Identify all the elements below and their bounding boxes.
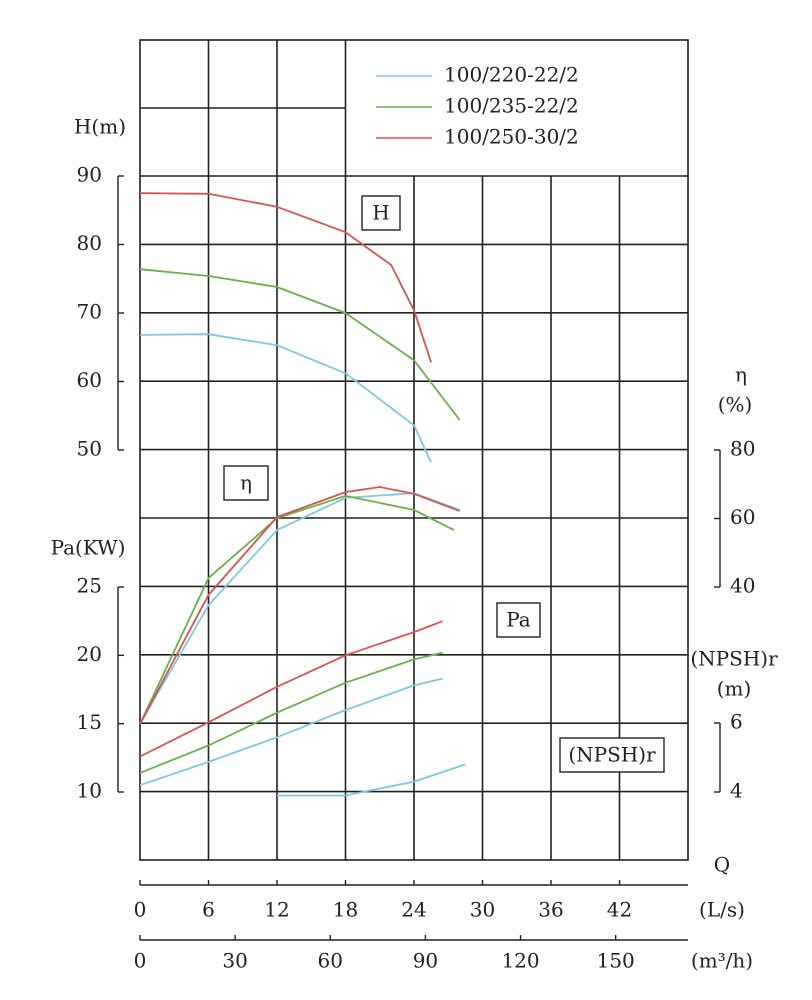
curve-pa (139, 677, 443, 787)
curve-h (139, 333, 432, 463)
curve-pa (139, 620, 443, 758)
x2-tick-label: 90 (413, 949, 438, 973)
x-tick-label: 18 (333, 898, 358, 922)
x2-tick-label: 0 (134, 949, 147, 973)
y-tick-label: 50 (77, 437, 102, 461)
y-tick-label: 70 (77, 300, 102, 324)
x-tick-label: 6 (202, 898, 215, 922)
x-tick-label: 30 (470, 898, 495, 922)
y-tick-label: 60 (730, 505, 755, 529)
y-axis-label: (NPSH)r (690, 647, 778, 671)
curve-h (139, 268, 461, 421)
y-tick-label: 90 (77, 163, 102, 187)
x-tick-label: 24 (401, 898, 426, 922)
x2-tick-label: 60 (318, 949, 343, 973)
y-tick-label: 4 (730, 779, 743, 803)
y-tick-label: 25 (77, 574, 102, 598)
legend-label: 100/220-22/2 (444, 63, 579, 87)
y-axis-unit: (m) (717, 677, 752, 701)
curve-tag: Pa (506, 608, 531, 632)
y-axis-label: Pa(KW) (51, 536, 126, 560)
x2-tick-label: 150 (597, 949, 635, 973)
x-tick-label: 36 (538, 898, 563, 922)
curve-tag-box (559, 737, 665, 773)
y-tick-label: 80 (77, 231, 102, 255)
x2-tick-label: 30 (222, 949, 247, 973)
x-tick-label: 0 (134, 898, 147, 922)
curve-eta (139, 492, 461, 725)
curve-tag: H (372, 201, 389, 225)
y-tick-label: 60 (77, 368, 102, 392)
legend-label: 100/235-22/2 (444, 94, 579, 118)
curve-tag: (NPSH)r (568, 743, 656, 767)
y-tick-label: 15 (77, 710, 102, 734)
y-tick-label: 20 (77, 642, 102, 666)
x-unit: (L/s) (699, 898, 745, 922)
curve-tag: η (240, 471, 252, 495)
y-tick-label: 80 (730, 437, 755, 461)
curve-eta (139, 486, 461, 725)
curve-tag-box (496, 602, 541, 638)
y-tick-label: 40 (730, 574, 755, 598)
x2-tick-label: 120 (501, 949, 539, 973)
x-tick-label: 12 (264, 898, 289, 922)
legend-label: 100/250-30/2 (444, 125, 579, 149)
x-label: Q (714, 853, 730, 877)
y-axis-label: η (735, 363, 747, 387)
y-axis-label: H(m) (74, 115, 126, 139)
x2-unit: (m³/h) (691, 949, 753, 973)
y-tick-label: 6 (730, 710, 743, 734)
y-axis-unit: (%) (718, 393, 753, 417)
curve-tag-box (223, 465, 269, 501)
curve-h (139, 192, 432, 363)
curve-pa (139, 651, 443, 774)
x-tick-label: 42 (607, 898, 632, 922)
curve-eta (139, 495, 455, 725)
y-tick-label: 10 (77, 779, 102, 803)
curve-tag-box (361, 195, 401, 231)
curve-npsh (277, 763, 466, 797)
